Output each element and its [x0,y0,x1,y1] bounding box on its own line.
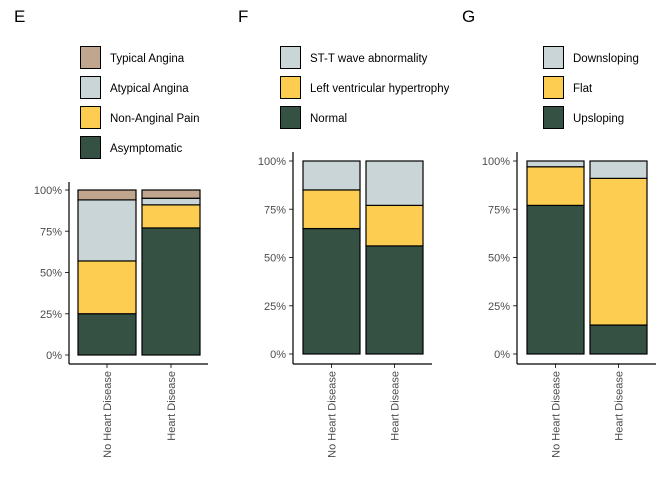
legend-swatch-downsloping [543,46,564,69]
bar-no-heart-disease-flat [526,166,585,206]
legend-swatch-asymptomatic [80,136,101,159]
legend-swatch-typical-angina [80,46,101,69]
bar-no-heart-disease-non-anginal-pain [77,260,137,315]
bar-heart-disease-upsloping [589,324,648,355]
legend-label-normal: Normal [310,113,347,125]
legend-label-upsloping: Upsloping [573,113,624,125]
legend-label-st-t-wave-abnormality: ST-T wave abnormality [310,53,428,65]
legend-label-downsloping: Downsloping [573,53,639,65]
legend-label-flat: Flat [573,83,593,95]
y-tick-label: 75% [264,204,286,216]
legend-label-asymptomatic: Asymptomatic [110,143,182,155]
y-tick-label: 100% [34,185,62,197]
bar-heart-disease-atypical-angina [141,197,201,206]
legend-swatch-left-ventricular-hypertrophy [280,76,301,99]
legend: ST-T wave abnormality Left ventricular hy… [280,46,450,129]
bar-no-heart-disease-asymptomatic [77,313,137,356]
bar-no-heart-disease-left-ventricular-hypertrophy [302,189,361,230]
chart-panel-e: E Typical Angina Atypical Angina Non-Angina… [14,7,208,458]
x-tick-label-heart-disease: Heart Disease [390,371,402,441]
bar-no-heart-disease-atypical-angina [77,199,137,262]
x-tick-label-heart-disease: Heart Disease [614,371,626,441]
legend-swatch-upsloping [543,106,564,129]
legend-swatch-non-anginal-pain [80,106,101,129]
legend-swatch-st-t-wave-abnormality [280,46,301,69]
y-tick-label: 0% [46,350,62,362]
y-tick-label: 50% [264,253,286,265]
chart-panel-g: G Downsloping Flat Upsloping 0% 25% 50% 75% 100%… [462,7,656,458]
y-tick-label: 0% [494,349,510,361]
bar-no-heart-disease-normal [302,227,361,355]
legend-label-left-ventricular-hypertrophy: Left ventricular hypertrophy [310,83,450,95]
chart-panel-f: F ST-T wave abnormality Left ventricular h… [238,7,450,458]
panel-label: E [14,7,25,26]
y-tick-label: 100% [258,156,286,168]
x-tick-label-no-heart-disease: No Heart Disease [102,371,114,458]
legend-label-atypical-angina: Atypical Angina [110,83,189,95]
panel-label: F [238,7,248,26]
y-tick-label: 50% [488,253,510,265]
y-tick-label: 0% [270,349,286,361]
y-tick-label: 75% [488,204,510,216]
y-tick-label: 25% [264,301,286,313]
x-tick-label-heart-disease: Heart Disease [166,371,178,441]
legend-swatch-atypical-angina [80,76,101,99]
bar-heart-disease-st-t-wave-abnormality [365,160,424,206]
y-tick-label: 50% [40,268,62,280]
bar-heart-disease-typical-angina [141,189,201,199]
legend: Downsloping Flat Upsloping [543,46,639,129]
legend: Typical Angina Atypical Angina Non-Anginal… [80,46,200,159]
y-tick-label: 100% [482,156,510,168]
bar-heart-disease-flat [589,177,648,326]
x-tick-label-no-heart-disease: No Heart Disease [327,371,339,458]
legend-swatch-flat [543,76,564,99]
x-tick-label-no-heart-disease: No Heart Disease [551,371,563,458]
bar-heart-disease-non-anginal-pain [141,204,201,229]
legend-label-non-anginal-pain: Non-Anginal Pain [110,113,200,125]
y-tick-label: 25% [488,301,510,313]
bar-no-heart-disease-upsloping [526,204,585,355]
bar-no-heart-disease-typical-angina [77,189,137,201]
panel-label: G [462,7,475,26]
y-tick-label: 25% [40,309,62,321]
legend-label-typical-angina: Typical Angina [110,53,185,65]
bar-no-heart-disease-st-t-wave-abnormality [302,160,361,191]
legend-swatch-normal [280,106,301,129]
bar-no-heart-disease-downsloping [526,160,585,168]
bar-heart-disease-left-ventricular-hypertrophy [365,204,424,247]
y-tick-label: 75% [40,226,62,238]
bar-heart-disease-normal [365,245,424,355]
bar-heart-disease-downsloping [589,160,648,179]
bar-heart-disease-asymptomatic [141,227,201,356]
